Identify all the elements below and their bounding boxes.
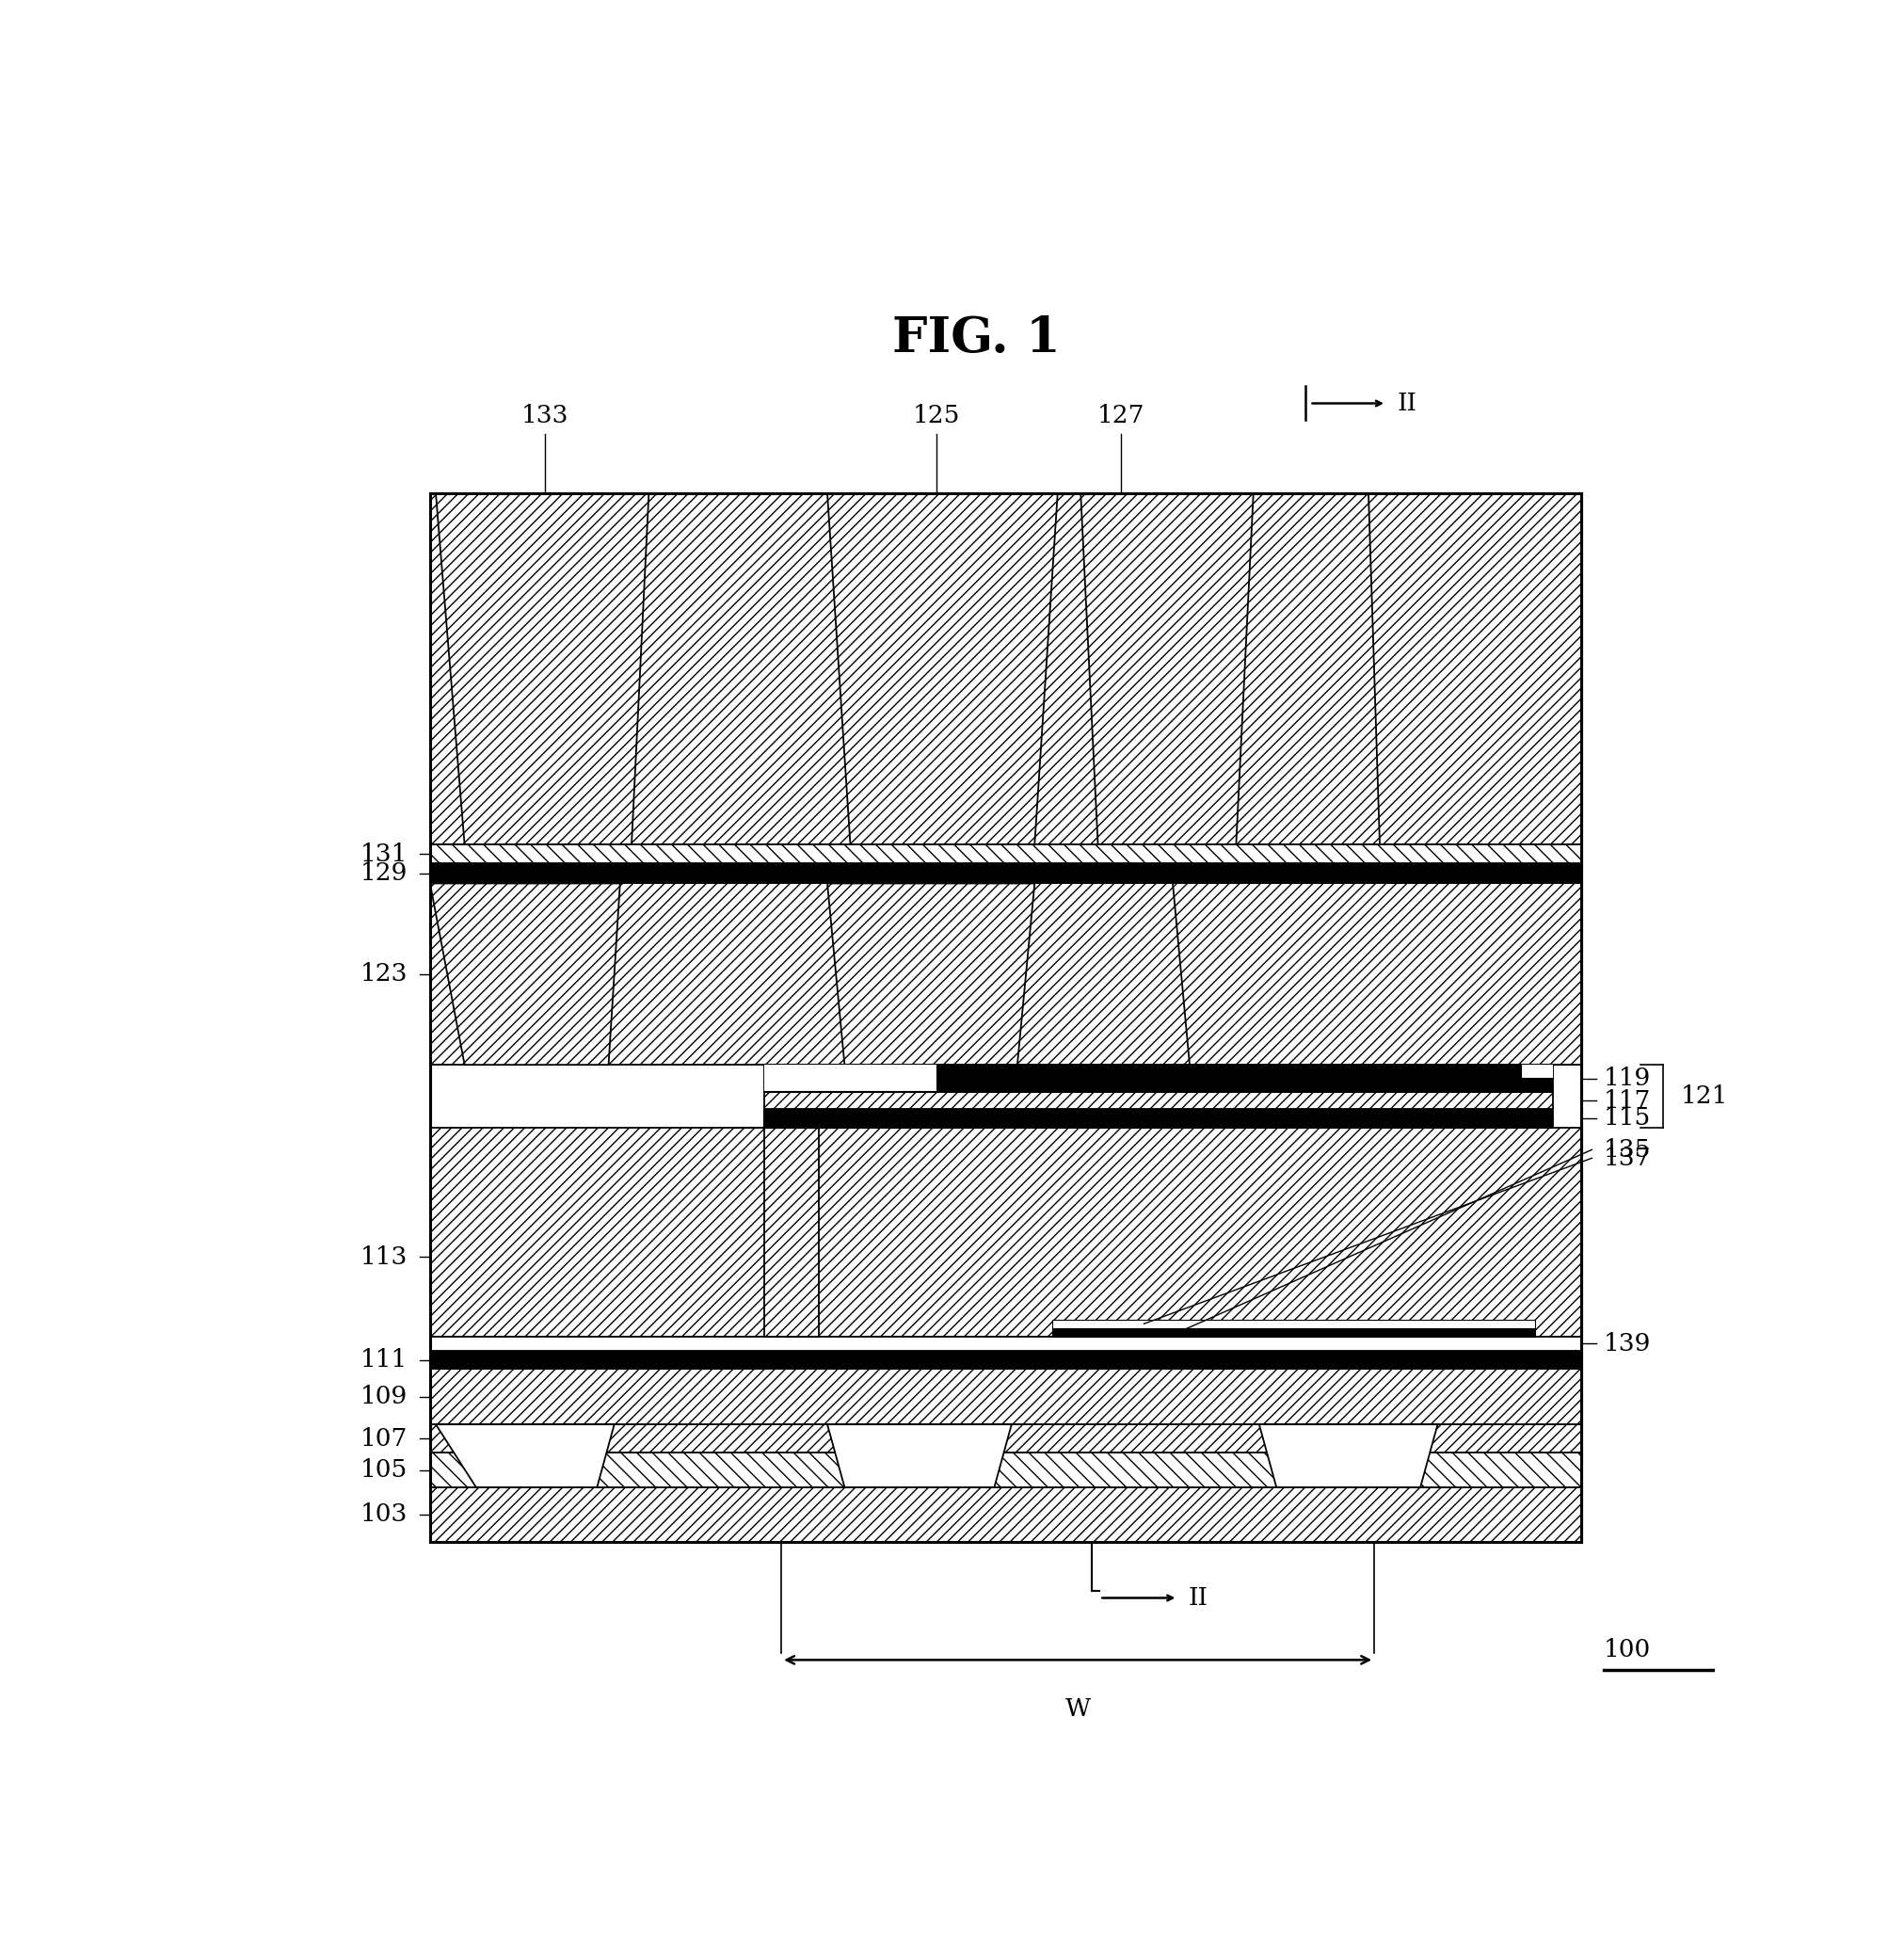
Bar [430, 1369, 1580, 1423]
Text: II: II [1396, 392, 1417, 416]
Bar [764, 1109, 1552, 1128]
Bar [430, 493, 1580, 1542]
Text: 133: 133 [522, 404, 569, 427]
Bar [430, 1453, 1580, 1488]
Text: 135: 135 [1603, 1138, 1651, 1161]
Bar [764, 1064, 937, 1091]
Text: 113: 113 [360, 1245, 407, 1268]
Text: FIG. 1: FIG. 1 [891, 315, 1061, 363]
Text: 117: 117 [1603, 1089, 1651, 1113]
Text: 107: 107 [360, 1427, 407, 1451]
Text: 131: 131 [360, 843, 407, 866]
Bar [430, 1336, 1580, 1352]
Polygon shape [826, 1423, 1011, 1488]
Bar [430, 493, 1580, 845]
Polygon shape [1080, 493, 1253, 845]
Polygon shape [1367, 493, 1580, 845]
Polygon shape [1259, 1423, 1438, 1488]
Bar [764, 1064, 1552, 1091]
Bar [1521, 1064, 1552, 1078]
Text: II: II [1188, 1587, 1207, 1610]
Polygon shape [430, 884, 619, 1064]
Text: 139: 139 [1603, 1332, 1651, 1356]
Bar [430, 1128, 1580, 1336]
Bar [764, 1109, 819, 1336]
Text: 111: 111 [360, 1348, 407, 1371]
Bar [1051, 1319, 1535, 1328]
Text: 119: 119 [1603, 1066, 1651, 1089]
Text: 103: 103 [360, 1503, 407, 1526]
Text: W: W [1064, 1697, 1089, 1721]
Bar [430, 845, 1580, 864]
Text: 125: 125 [912, 404, 960, 427]
Text: 109: 109 [360, 1385, 407, 1408]
Text: 129: 129 [360, 862, 407, 886]
Bar [430, 884, 1580, 1064]
Bar [430, 1352, 1580, 1369]
Bar [430, 864, 1580, 884]
Bar [1051, 1328, 1535, 1336]
Text: 100: 100 [1603, 1637, 1651, 1660]
Bar [764, 1091, 1552, 1109]
Text: 127: 127 [1097, 404, 1144, 427]
Polygon shape [1173, 884, 1580, 1064]
Bar [430, 1423, 1580, 1453]
Polygon shape [826, 493, 1057, 845]
Text: 123: 123 [360, 963, 407, 987]
Text: 105: 105 [360, 1458, 407, 1482]
Text: 115: 115 [1603, 1107, 1651, 1130]
Polygon shape [436, 1423, 613, 1488]
Polygon shape [826, 884, 1034, 1064]
Text: 121: 121 [1679, 1084, 1727, 1109]
Bar [430, 1488, 1580, 1542]
Text: 137: 137 [1603, 1146, 1651, 1169]
Polygon shape [436, 493, 649, 845]
